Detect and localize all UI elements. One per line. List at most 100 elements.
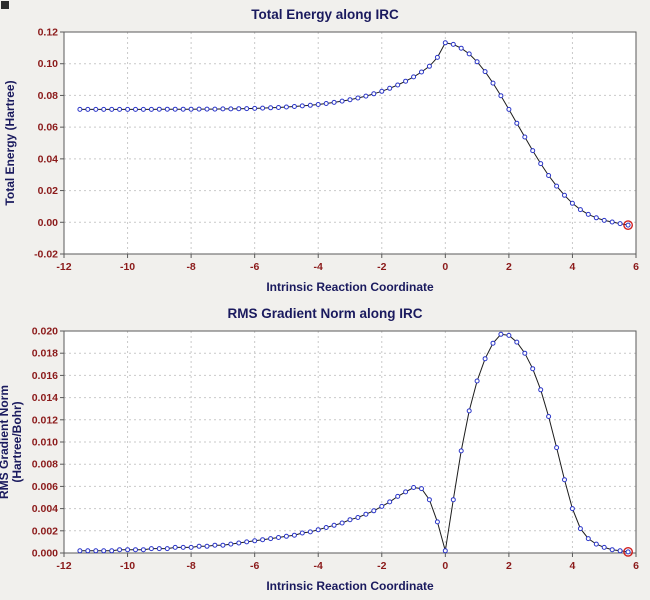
data-point-marker[interactable] [546, 414, 552, 419]
data-point-marker[interactable] [93, 106, 99, 112]
data-point-marker[interactable] [387, 85, 393, 91]
data-point-marker[interactable] [180, 106, 186, 112]
data-point-marker[interactable] [188, 106, 194, 112]
data-point-marker[interactable] [498, 331, 504, 337]
data-point-marker[interactable] [617, 221, 623, 227]
data-point-marker[interactable] [450, 41, 456, 47]
data-point-marker[interactable] [411, 74, 417, 80]
data-point-marker[interactable] [419, 69, 424, 75]
data-point-marker[interactable] [530, 148, 536, 154]
data-point-marker[interactable] [371, 91, 377, 97]
data-point-marker[interactable] [323, 101, 329, 106]
data-point-marker[interactable] [339, 520, 345, 526]
data-point-marker[interactable] [395, 493, 401, 499]
data-point-marker[interactable] [212, 106, 218, 112]
data-point-marker[interactable] [101, 106, 107, 112]
data-point-marker[interactable] [426, 497, 432, 503]
data-point-marker[interactable] [101, 548, 107, 554]
data-point-marker[interactable] [514, 339, 520, 345]
data-point-marker[interactable] [109, 548, 115, 554]
data-point-marker[interactable] [577, 207, 583, 213]
data-point-marker[interactable] [601, 544, 607, 550]
data-point-marker[interactable] [562, 477, 567, 483]
data-point-marker[interactable] [538, 387, 544, 393]
data-point-marker[interactable] [395, 82, 401, 88]
data-point-marker[interactable] [617, 548, 623, 554]
data-point-marker[interactable] [522, 134, 528, 140]
data-point-marker[interactable] [156, 106, 162, 112]
data-point-marker[interactable] [323, 525, 329, 530]
data-point-marker[interactable] [260, 537, 266, 543]
data-point-marker[interactable] [220, 542, 226, 548]
data-point-marker[interactable] [625, 549, 631, 555]
data-point-marker[interactable] [117, 547, 123, 553]
data-point-marker[interactable] [339, 98, 345, 104]
data-point-marker[interactable] [474, 378, 480, 384]
data-point-marker[interactable] [434, 54, 440, 60]
data-point-marker[interactable] [133, 106, 138, 112]
data-point-marker[interactable] [450, 497, 456, 503]
data-point-marker[interactable] [77, 106, 83, 112]
data-point-marker[interactable] [601, 217, 607, 223]
data-point-marker[interactable] [140, 547, 146, 553]
data-point-marker[interactable] [268, 536, 274, 542]
data-point-marker[interactable] [299, 530, 305, 536]
data-point-marker[interactable] [93, 548, 99, 554]
data-point-marker[interactable] [506, 332, 512, 338]
data-point-marker[interactable] [522, 350, 528, 356]
data-point-marker[interactable] [236, 540, 242, 546]
data-point-marker[interactable] [466, 408, 472, 414]
data-point-marker[interactable] [546, 173, 552, 178]
data-point-marker[interactable] [315, 102, 321, 107]
data-point-marker[interactable] [379, 88, 385, 94]
data-point-marker[interactable] [307, 529, 313, 535]
data-point-marker[interactable] [625, 222, 631, 228]
data-point-marker[interactable] [474, 59, 480, 65]
data-point-marker[interactable] [85, 548, 91, 554]
data-point-marker[interactable] [466, 51, 472, 57]
data-point-marker[interactable] [331, 99, 337, 105]
data-point-marker[interactable] [355, 95, 361, 101]
data-point-marker[interactable] [133, 547, 138, 553]
last-point-marker[interactable] [623, 546, 633, 557]
data-point-marker[interactable] [426, 63, 432, 69]
data-point-marker[interactable] [593, 541, 599, 547]
data-point-marker[interactable] [371, 508, 377, 514]
data-point-marker[interactable] [458, 45, 464, 51]
data-point-marker[interactable] [315, 527, 321, 533]
last-point-marker[interactable] [623, 220, 633, 231]
data-point-marker[interactable] [403, 78, 409, 84]
data-point-marker[interactable] [85, 106, 91, 112]
data-point-marker[interactable] [252, 538, 258, 544]
data-point-marker[interactable] [117, 106, 123, 112]
data-point-marker[interactable] [291, 104, 297, 109]
data-point-marker[interactable] [363, 511, 369, 517]
data-point-marker[interactable] [77, 548, 83, 554]
data-point-marker[interactable] [204, 106, 210, 112]
data-point-marker[interactable] [434, 519, 440, 525]
data-point-marker[interactable] [228, 106, 234, 112]
data-point-marker[interactable] [291, 532, 297, 538]
data-point-marker[interactable] [482, 356, 488, 362]
data-point-marker[interactable] [514, 120, 520, 126]
data-point-marker[interactable] [562, 192, 567, 198]
data-point-marker[interactable] [554, 445, 560, 451]
data-point-marker[interactable] [276, 535, 281, 540]
data-point-marker[interactable] [140, 106, 146, 112]
data-point-marker[interactable] [156, 546, 162, 552]
data-point-marker[interactable] [530, 366, 536, 372]
data-point-marker[interactable] [363, 93, 369, 99]
data-point-marker[interactable] [180, 544, 186, 550]
data-point-marker[interactable] [411, 485, 417, 490]
data-point-marker[interactable] [498, 93, 504, 99]
total-energy-plot[interactable]: -12 -10 -8 -6 -4 -2 0 2 4 6 -0.02 0.00 0.02 0.04 0.06 0… [0, 26, 650, 300]
data-point-marker[interactable] [419, 486, 424, 492]
data-point-marker[interactable] [244, 539, 250, 545]
data-point-marker[interactable] [125, 106, 131, 112]
data-point-marker[interactable] [148, 546, 154, 552]
data-point-marker[interactable] [379, 503, 385, 509]
data-point-marker[interactable] [458, 448, 464, 454]
data-point-marker[interactable] [299, 103, 305, 109]
data-point-marker[interactable] [482, 69, 488, 75]
data-point-marker[interactable] [554, 183, 560, 189]
